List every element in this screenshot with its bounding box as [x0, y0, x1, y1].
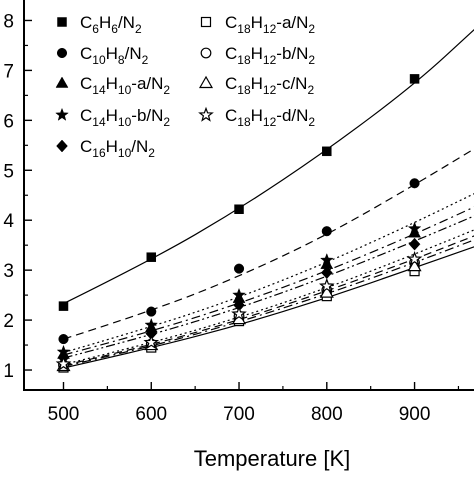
x-tick-label: 500: [48, 404, 80, 425]
y-tick-label: 8: [3, 11, 14, 32]
y-tick-label: 5: [3, 161, 14, 182]
legend-marker-2: [57, 48, 67, 58]
legend-marker-7: [201, 48, 211, 58]
x-tick-label: 900: [399, 404, 431, 425]
legend-marker-1: [58, 18, 67, 27]
legend-marker-8: [200, 77, 212, 88]
data-point-s1-5: [410, 74, 419, 83]
x-tick-label: 800: [311, 404, 343, 425]
legend-label-3: C14H10-a/N2: [80, 74, 170, 97]
y-axis: 1 2 3 4 5 6 7 8: [3, 11, 32, 382]
data-point-s1-4: [322, 147, 331, 156]
legend: C6H6/N2 C10H8/N2 C14H10-a/N2 C14H10-b/N2 C16…: [56, 13, 316, 160]
legend-label-8: C18H12-c/N2: [225, 74, 314, 97]
x-tick-label: 600: [135, 404, 167, 425]
x-axis: 500 600 700 800 900: [48, 382, 459, 425]
legend-label-5: C16H10/N2: [80, 137, 155, 160]
y-tick-label: 4: [3, 211, 14, 232]
y-tick-label: 1: [3, 361, 14, 382]
legend-marker-6: [202, 18, 211, 27]
data-point-s2-1: [59, 334, 69, 344]
x-axis-title: Temperature [K]: [194, 446, 351, 471]
legend-marker-3: [56, 77, 68, 88]
legend-label-9: C18H12-d/N2: [225, 106, 315, 129]
data-point-s2-4: [322, 226, 332, 236]
legend-label-7: C18H12-b/N2: [225, 44, 315, 67]
y-tick-label: 7: [3, 61, 14, 82]
data-point-s1-3: [235, 205, 244, 214]
x-tick-label: 700: [223, 404, 255, 425]
legend-marker-4: [56, 109, 68, 121]
data-point-s2-3: [234, 264, 244, 274]
data-point-s2-5: [410, 178, 420, 188]
y-tick-label: 6: [3, 111, 14, 132]
y-tick-label: 2: [3, 311, 14, 332]
data-point-s2-2: [146, 307, 156, 317]
legend-marker-5: [57, 140, 68, 152]
fit-line-9: [64, 229, 474, 364]
y-tick-label: 3: [3, 261, 14, 282]
legend-label-4: C14H10-b/N2: [80, 106, 170, 129]
legend-label-1: C6H6/N2: [80, 13, 142, 36]
legend-label-6: C18H12-a/N2: [225, 13, 315, 36]
legend-label-2: C10H8/N2: [80, 44, 149, 67]
data-point-s1-2: [147, 253, 156, 262]
data-point-s1-1: [59, 302, 68, 311]
legend-marker-9: [200, 109, 212, 121]
